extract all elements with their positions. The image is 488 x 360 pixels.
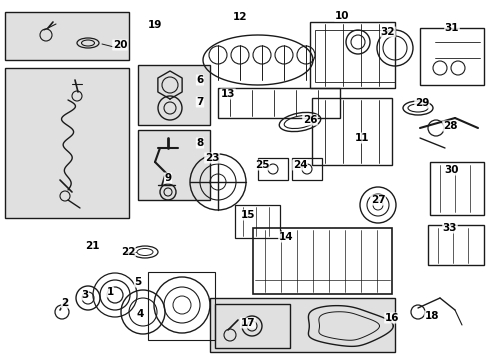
Bar: [5, 12, 129, 60]
Bar: [258, 158, 287, 180]
Text: 24: 24: [292, 160, 306, 170]
Text: 29: 29: [414, 98, 428, 108]
Bar: [148, 272, 215, 340]
Text: 1: 1: [106, 287, 113, 297]
Text: 4: 4: [136, 309, 143, 319]
Bar: [138, 130, 209, 200]
Text: 16: 16: [384, 313, 398, 323]
Text: 19: 19: [147, 20, 162, 30]
Text: 31: 31: [444, 23, 458, 33]
Bar: [311, 98, 391, 165]
Text: 15: 15: [240, 210, 255, 220]
Text: 9: 9: [164, 173, 171, 183]
Text: 17: 17: [240, 318, 255, 328]
Text: 6: 6: [196, 75, 203, 85]
Bar: [5, 68, 129, 218]
Text: 22: 22: [121, 247, 135, 257]
Text: 33: 33: [442, 223, 456, 233]
Text: 11: 11: [354, 133, 368, 143]
Text: 18: 18: [424, 311, 438, 321]
Text: 21: 21: [84, 241, 99, 251]
Bar: [138, 65, 209, 125]
Bar: [429, 162, 483, 215]
Text: 8: 8: [196, 138, 203, 148]
Bar: [215, 304, 289, 348]
Bar: [252, 228, 391, 294]
Text: 25: 25: [254, 160, 269, 170]
Bar: [314, 30, 394, 82]
Text: 26: 26: [302, 115, 317, 125]
Bar: [419, 28, 483, 85]
Text: 32: 32: [380, 27, 394, 37]
Text: 23: 23: [204, 153, 219, 163]
Text: 2: 2: [61, 298, 68, 308]
Bar: [209, 298, 394, 352]
Text: 10: 10: [334, 11, 348, 21]
Text: 14: 14: [278, 232, 293, 242]
Bar: [427, 225, 483, 265]
Bar: [218, 88, 339, 118]
Text: 7: 7: [196, 97, 203, 107]
Text: 28: 28: [442, 121, 456, 131]
Text: 27: 27: [370, 195, 385, 205]
Text: 5: 5: [134, 277, 142, 287]
Text: 13: 13: [220, 89, 235, 99]
Text: 30: 30: [444, 165, 458, 175]
Bar: [291, 158, 321, 180]
Text: 12: 12: [232, 12, 247, 22]
Bar: [309, 22, 394, 88]
Text: 3: 3: [81, 290, 88, 300]
Text: 20: 20: [113, 40, 127, 50]
Bar: [235, 205, 280, 238]
